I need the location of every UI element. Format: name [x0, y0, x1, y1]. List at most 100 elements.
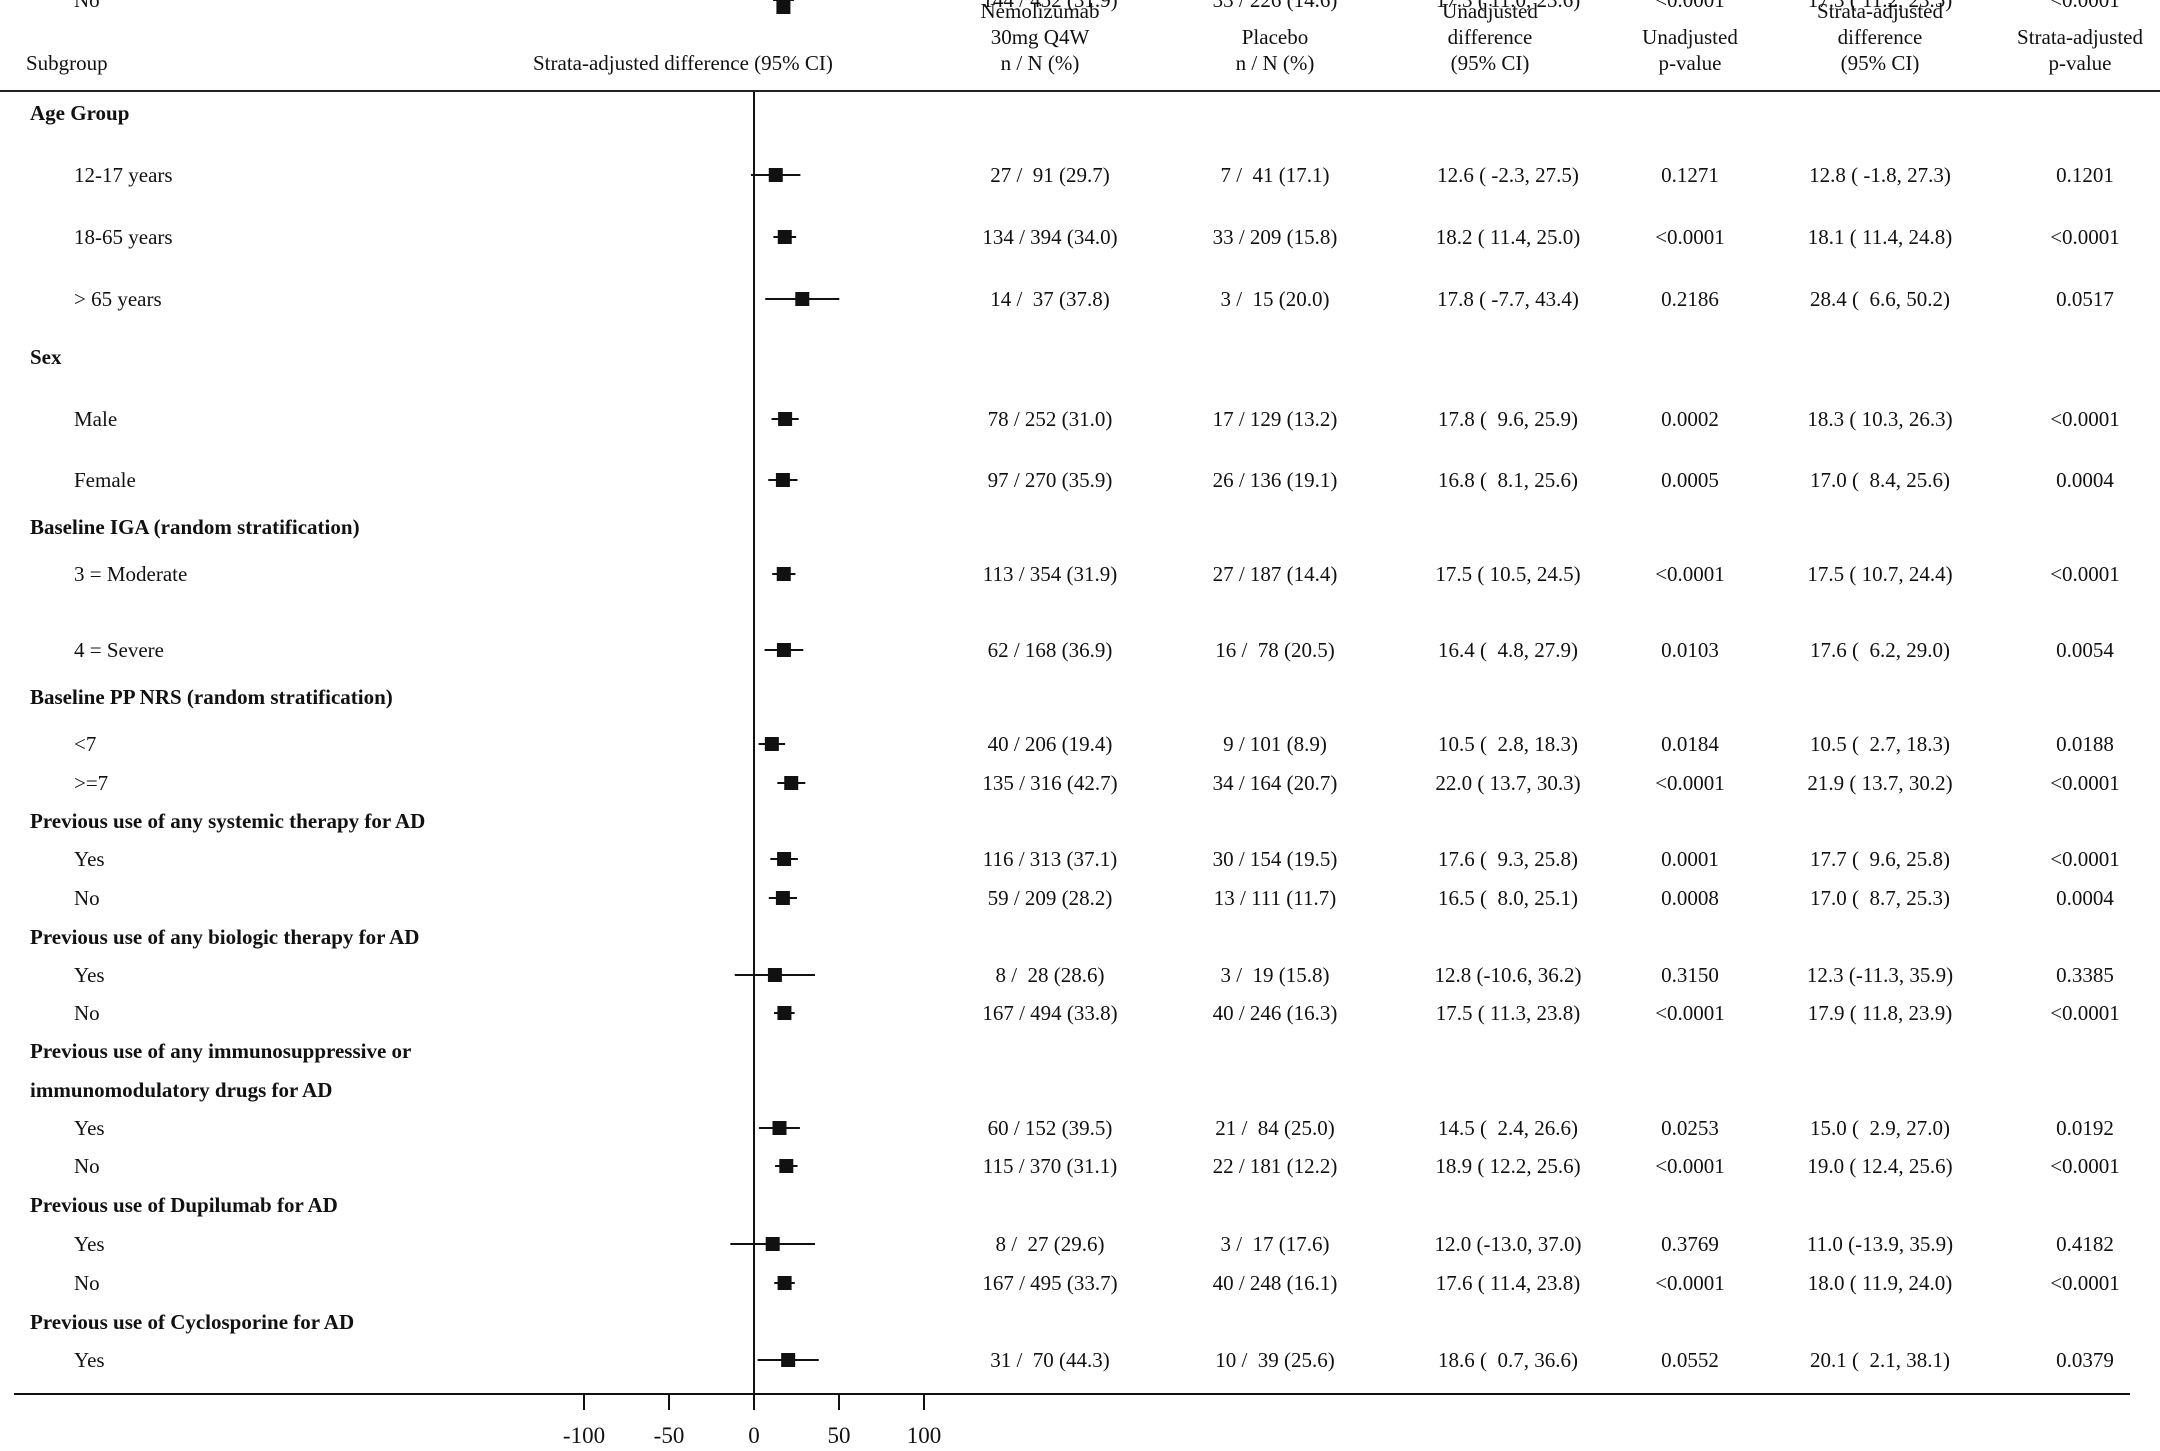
cell-adj-diff: 17.0 ( 8.4, 25.6) [1810, 468, 1950, 492]
cell-nemo: 78 / 252 (31.0) [987, 407, 1113, 431]
cell-adj-diff: 20.1 ( 2.1, 38.1) [1810, 1348, 1950, 1372]
point-estimate-marker [776, 567, 791, 581]
subgroup-label: No [74, 886, 100, 910]
cell-unadj-diff: 10.5 ( 2.8, 18.3) [1438, 732, 1578, 756]
cell-nemo: 8 / 28 (28.6) [995, 963, 1105, 987]
cell-placebo: 7 / 41 (17.1) [1220, 163, 1330, 187]
point-estimate-marker [777, 1006, 792, 1020]
subgroup-label: 4 = Severe [74, 638, 164, 662]
cell-adj-p: 0.0004 [2056, 886, 2114, 910]
header-strata-adjusted-difference: Strata-adjusted difference (95% CI) [1817, 0, 1943, 75]
point-estimate-marker [781, 1353, 796, 1367]
cell-nemo: 97 / 270 (35.9) [987, 468, 1113, 492]
cell-placebo: 3 / 15 (20.0) [1220, 287, 1330, 311]
point-estimate-marker [778, 412, 793, 426]
point-estimate-marker [795, 292, 810, 306]
header-plot: Strata-adjusted difference (95% CI) [533, 51, 833, 75]
cell-unadj-p: 0.0008 [1661, 886, 1719, 910]
cell-placebo: 17 / 129 (13.2) [1212, 407, 1338, 431]
cell-adj-diff: 15.0 ( 2.9, 27.0) [1810, 1116, 1950, 1140]
cell-adj-diff: 17.5 ( 10.7, 24.4) [1807, 562, 1953, 586]
cell-placebo: 40 / 246 (16.3) [1212, 1001, 1338, 1025]
cell-placebo: 33 / 226 (14.6) [1212, 0, 1338, 12]
x-tick-label: -50 [654, 1423, 685, 1448]
cell-adj-p: 0.1201 [2056, 163, 2114, 187]
cell-adj-p: 0.0004 [2056, 468, 2114, 492]
point-estimate-marker [776, 643, 791, 657]
cell-adj-p: <0.0001 [2050, 1154, 2120, 1178]
cell-nemo: 135 / 316 (42.7) [982, 771, 1118, 795]
cell-placebo: 34 / 164 (20.7) [1212, 771, 1338, 795]
subgroup-label: > 65 years [74, 287, 162, 311]
cell-adj-p: <0.0001 [2050, 1001, 2120, 1025]
cell-unadj-p: <0.0001 [1655, 1154, 1725, 1178]
cell-unadj-p: <0.0001 [1655, 771, 1725, 795]
group-label: Previous use of any systemic therapy for… [30, 809, 426, 833]
cell-nemo: 8 / 27 (29.6) [995, 1232, 1105, 1256]
cell-adj-p: 0.4182 [2056, 1232, 2114, 1256]
cell-nemo: 167 / 495 (33.7) [982, 1271, 1118, 1295]
cell-adj-diff: 17.3 ( 11.2, 23.5) [1807, 0, 1953, 12]
subgroup-label: 18-65 years [74, 225, 173, 249]
header-nemolizumab: Nemolizumab 30mg Q4W n / N (%) [980, 0, 1100, 75]
cell-adj-diff: 17.6 ( 6.2, 29.0) [1810, 638, 1950, 662]
cell-adj-diff: 17.9 ( 11.8, 23.9) [1807, 1001, 1953, 1025]
cell-nemo: 14 / 37 (37.8) [990, 287, 1110, 311]
cell-placebo: 40 / 248 (16.1) [1212, 1271, 1338, 1295]
cell-placebo: 3 / 19 (15.8) [1220, 963, 1330, 987]
cell-placebo: 21 / 84 (25.0) [1215, 1116, 1335, 1140]
cell-adj-p: 0.0188 [2056, 732, 2114, 756]
cell-adj-p: 0.3385 [2056, 963, 2114, 987]
cell-placebo: 10 / 39 (25.6) [1215, 1348, 1335, 1372]
cell-nemo: 116 / 313 (37.1) [982, 847, 1118, 871]
cell-adj-p: <0.0001 [2050, 771, 2120, 795]
header-placebo: Placebo n / N (%) [1235, 25, 1315, 75]
cell-unadj-p: 0.1271 [1661, 163, 1719, 187]
cell-adj-diff: 11.0 (-13.9, 35.9) [1806, 1232, 1954, 1256]
cell-nemo: 62 / 168 (36.9) [987, 638, 1113, 662]
cell-adj-diff: 12.8 ( -1.8, 27.3) [1809, 163, 1951, 187]
point-estimate-marker [784, 776, 799, 790]
point-estimate-marker [777, 230, 792, 244]
cell-unadj-p: 0.0001 [1661, 847, 1719, 871]
group-label: Sex [30, 345, 62, 369]
header-unadjusted-difference: Unadjusted difference (95% CI) [1442, 0, 1538, 75]
header-subgroup: Subgroup [26, 51, 108, 75]
subgroup-label: No [74, 1001, 100, 1025]
cell-unadj-p: <0.0001 [1655, 0, 1725, 12]
cell-unadj-p: 0.3150 [1661, 963, 1719, 987]
point-estimate-marker [767, 968, 782, 982]
group-label: Previous use of any immunosuppressive or [30, 1039, 412, 1063]
cell-unadj-diff: 17.5 ( 10.5, 24.5) [1435, 562, 1581, 586]
cell-unadj-diff: 17.3 ( 11.0, 23.6) [1435, 0, 1581, 12]
cell-unadj-p: <0.0001 [1655, 1271, 1725, 1295]
cell-adj-diff: 17.0 ( 8.7, 25.3) [1810, 886, 1950, 910]
cell-unadj-p: 0.3769 [1661, 1232, 1719, 1256]
cell-adj-diff: 12.3 (-11.3, 35.9) [1806, 963, 1954, 987]
cell-unadj-p: 0.2186 [1661, 287, 1719, 311]
cell-unadj-diff: 12.0 (-13.0, 37.0) [1434, 1232, 1582, 1256]
cell-unadj-p: 0.0002 [1661, 407, 1719, 431]
cell-placebo: 22 / 181 (12.2) [1212, 1154, 1338, 1178]
subgroup-label: No [74, 1154, 100, 1178]
group-label: Previous use of Dupilumab for AD [30, 1193, 338, 1217]
subgroup-label: >=7 [74, 771, 109, 795]
cell-unadj-diff: 22.0 ( 13.7, 30.3) [1435, 771, 1581, 795]
cell-placebo: 33 / 209 (15.8) [1212, 225, 1338, 249]
cell-unadj-diff: 12.6 ( -2.3, 27.5) [1437, 163, 1579, 187]
cell-adj-diff: 28.4 ( 6.6, 50.2) [1810, 287, 1950, 311]
cell-nemo: 59 / 209 (28.2) [987, 886, 1113, 910]
subgroup-label: Male [74, 407, 118, 431]
cell-unadj-p: 0.0552 [1661, 1348, 1719, 1372]
x-tick-label: 50 [828, 1423, 851, 1448]
cell-adj-p: <0.0001 [2050, 407, 2120, 431]
cell-placebo: 30 / 154 (19.5) [1212, 847, 1338, 871]
cell-placebo: 27 / 187 (14.4) [1212, 562, 1338, 586]
cell-unadj-diff: 18.6 ( 0.7, 36.6) [1438, 1348, 1578, 1372]
cell-adj-p: 0.0379 [2056, 1348, 2114, 1372]
cell-placebo: 26 / 136 (19.1) [1212, 468, 1338, 492]
group-label: Previous use of Cyclosporine for AD [30, 1310, 355, 1334]
group-label: immunomodulatory drugs for AD [30, 1078, 333, 1102]
group-label: Previous use of any biologic therapy for… [30, 925, 420, 949]
